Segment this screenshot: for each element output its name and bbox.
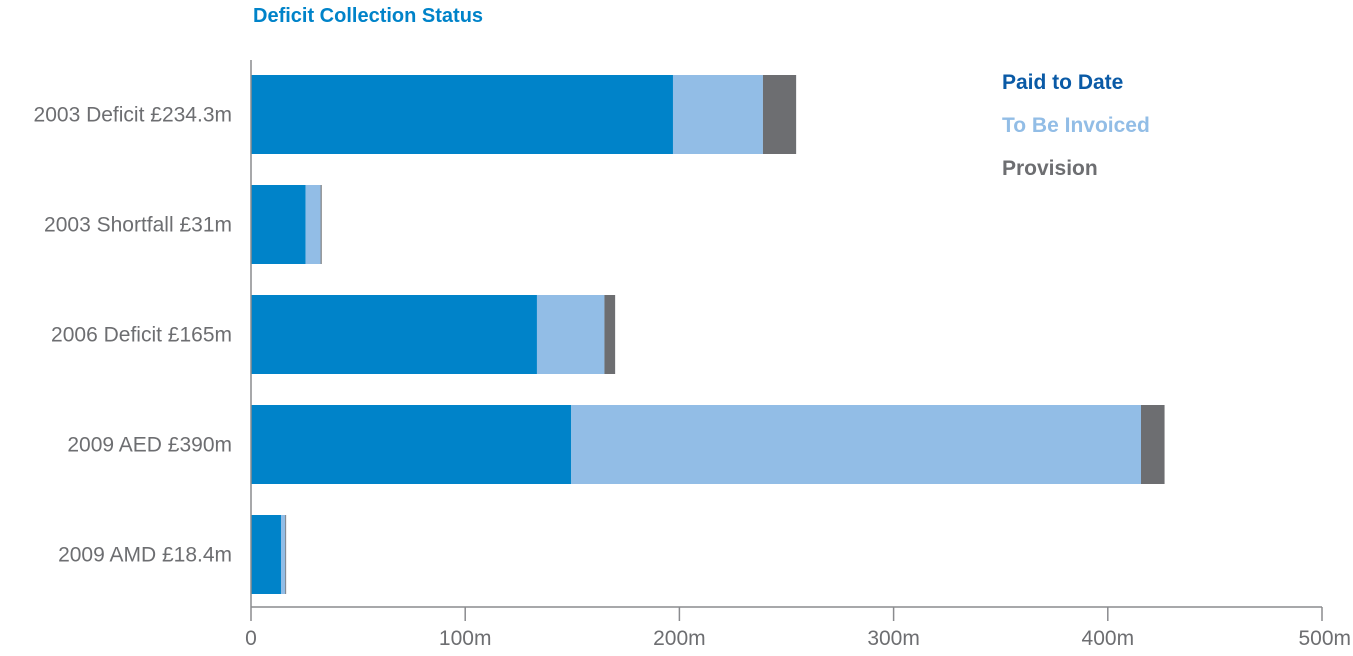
bar-provision-3 (1141, 405, 1165, 484)
bar-paid-to-date-3 (251, 405, 572, 484)
x-tick-label: 300m (867, 627, 920, 650)
bar-provision-1 (320, 185, 322, 264)
chart-title: Deficit Collection Status (253, 5, 484, 27)
category-label: 2009 AED £390m (67, 434, 232, 457)
x-tick-label: 0 (245, 627, 257, 650)
legend-item-paid-to-date: Paid to Date (1002, 71, 1123, 94)
bar-to-be-invoiced-3 (571, 405, 1142, 484)
bar-to-be-invoiced-4 (280, 515, 286, 594)
x-tick-label: 100m (439, 627, 492, 650)
bar-paid-to-date-0 (251, 75, 673, 154)
bar-provision-2 (604, 295, 616, 374)
bar-provision-4 (285, 515, 287, 594)
bar-paid-to-date-1 (251, 185, 306, 264)
legend-item-to-be-invoiced: To Be Invoiced (1002, 114, 1150, 137)
bar-to-be-invoiced-2 (536, 295, 605, 374)
bar-to-be-invoiced-0 (672, 75, 763, 154)
x-tick-label: 500m (1298, 627, 1351, 650)
legend: Paid to Date To Be Invoiced Provision (1002, 71, 1150, 180)
category-label: 2009 AMD £18.4m (58, 544, 232, 567)
labels-layer: 2003 Deficit £234.3m 2003 Shortfall £31m 2… (34, 104, 232, 567)
bar-provision-0 (762, 75, 797, 154)
category-label: 2003 Deficit £234.3m (34, 104, 232, 127)
bar-paid-to-date-2 (251, 295, 537, 374)
category-label: 2006 Deficit £165m (51, 324, 232, 347)
axes-layer: 0 100m 200m 300m 400m 500m (245, 60, 1351, 650)
x-tick-label: 200m (653, 627, 706, 650)
bar-to-be-invoiced-1 (305, 185, 321, 264)
x-tick-label: 400m (1082, 627, 1135, 650)
bars-layer (251, 75, 1165, 594)
category-label: 2003 Shortfall £31m (44, 214, 232, 237)
legend-item-provision: Provision (1002, 157, 1098, 180)
bar-paid-to-date-4 (251, 515, 281, 594)
